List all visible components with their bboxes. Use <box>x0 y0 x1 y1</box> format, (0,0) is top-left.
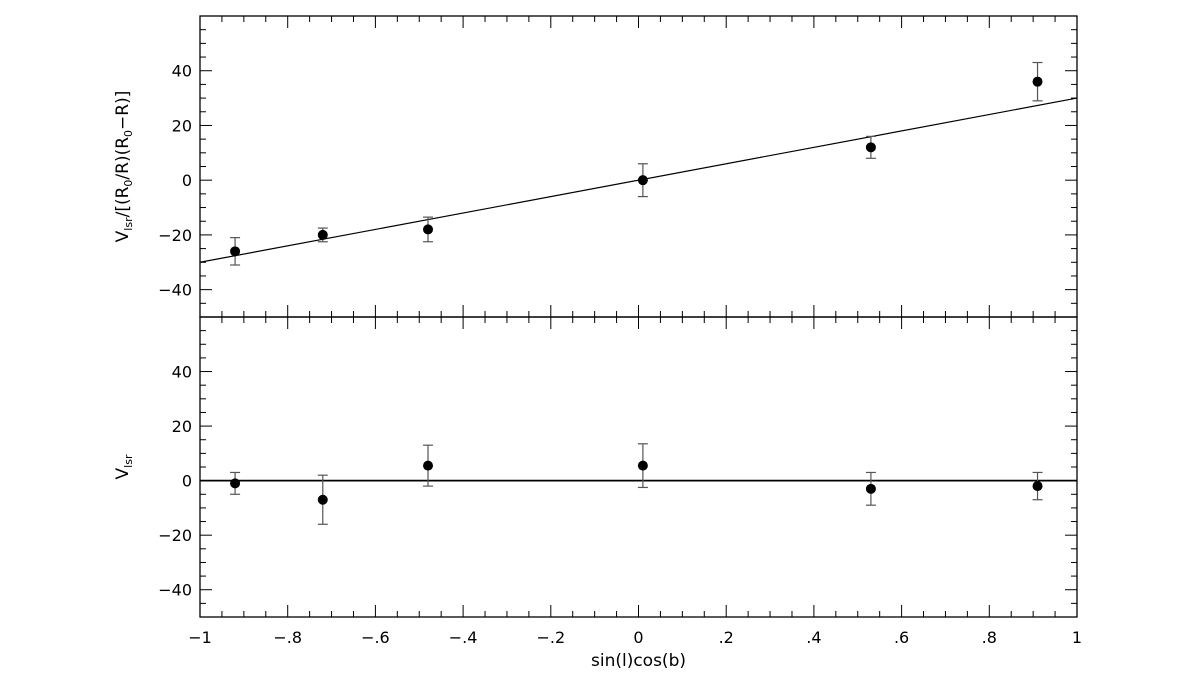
y-tick-label: −20 <box>158 526 192 545</box>
x-tick-label: .4 <box>806 628 821 647</box>
data-point <box>230 246 241 257</box>
data-point <box>423 224 434 235</box>
y-tick-label: 20 <box>172 417 192 436</box>
data-point <box>1032 481 1043 492</box>
y-tick-label: −40 <box>158 281 192 300</box>
y-tick-label: 20 <box>172 116 192 135</box>
x-axis-label: sin(l)cos(b) <box>591 651 686 671</box>
data-point <box>865 142 876 153</box>
x-tick-label: 1 <box>1072 628 1082 647</box>
data-point <box>1032 76 1043 87</box>
bottom-panel: −40 −20 0 20 40 −1 −.8 −.6 −.4 −.2 0 .2 .4 .6 .8 1 sin(l… <box>113 316 1082 671</box>
x-tick-label: .6 <box>894 628 909 647</box>
y-axis-label: Vlsr <box>113 454 135 479</box>
data-point <box>423 460 434 471</box>
y-tick-label: −40 <box>158 581 192 600</box>
y-axis-label: Vlsr/[(R0/R)(R0−R)] <box>113 91 135 243</box>
x-tick-label: −.4 <box>449 628 478 647</box>
y-tick-label: −20 <box>158 226 192 245</box>
data-point <box>637 460 648 471</box>
y-tick-label: 40 <box>172 363 192 382</box>
y-tick-label: 0 <box>182 472 192 491</box>
top-panel: −40 −20 0 20 40 Vlsr/[(R0/R)(R0−R)] <box>113 15 1078 318</box>
x-tick-label: −1 <box>188 628 212 647</box>
data-point <box>865 483 876 494</box>
y-tick-label: 40 <box>172 62 192 81</box>
x-tick-label: −.8 <box>273 628 302 647</box>
x-tick-label: .2 <box>719 628 734 647</box>
x-tick-label: −.2 <box>536 628 565 647</box>
y-tick-label: 0 <box>182 171 192 190</box>
data-point <box>317 229 328 240</box>
plot-frame <box>199 15 1078 318</box>
x-tick-label: .8 <box>982 628 997 647</box>
data-point <box>637 175 648 186</box>
x-tick-label: −.6 <box>361 628 390 647</box>
data-point <box>230 478 241 489</box>
x-tick-label: 0 <box>633 628 643 647</box>
data-point <box>317 494 328 505</box>
